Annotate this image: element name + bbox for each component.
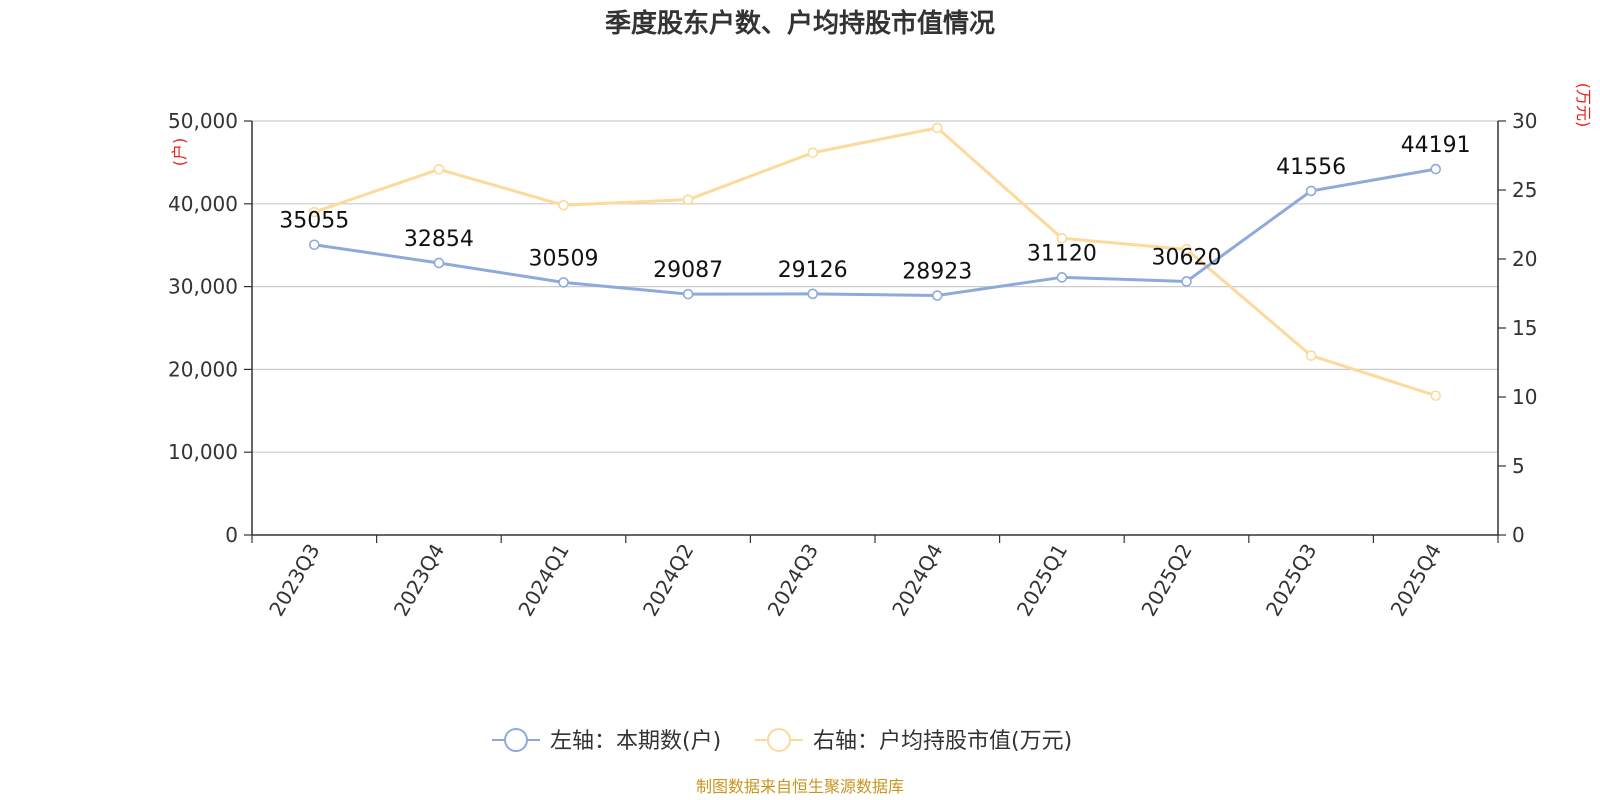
left-tick-label: 20,000 <box>168 357 238 381</box>
right-series-point <box>1430 390 1441 401</box>
right-series-point <box>1056 233 1068 244</box>
right-tick-label: 30 <box>1512 109 1537 133</box>
left-series-point <box>1056 272 1068 283</box>
data-label: 41556 <box>1276 155 1346 180</box>
left-series-point <box>1305 185 1317 197</box>
data-label: 31120 <box>1027 241 1097 266</box>
right-series-point <box>682 194 694 205</box>
data-label: 32854 <box>404 227 474 252</box>
right-tick-label: 10 <box>1512 385 1537 409</box>
legend-item-left[interactable]: 左轴：本期数(户) <box>492 728 721 754</box>
left-axis-unit: (户) <box>170 138 189 167</box>
left-tick-label: 30,000 <box>168 275 238 299</box>
legend-right-marker <box>767 728 791 752</box>
data-labels: 35055 32854 30509 29087 29126 28923 31120 30620… <box>279 133 1470 284</box>
x-axis-ticks: 2023Q3 2023Q4 2024Q1 2024Q2 2024Q3 2024Q4 2025… <box>264 540 1446 621</box>
right-series-point <box>1305 350 1317 361</box>
legend: 左轴：本期数(户) 右轴：户均持股市值(万元) <box>492 728 1072 754</box>
x-tick-label: 2025Q2 <box>1136 540 1196 621</box>
left-tick-label: 40,000 <box>168 192 238 216</box>
legend-item-right[interactable]: 右轴：户均持股市值(万元) <box>755 728 1072 754</box>
chart-title: 季度股东户数、户均持股市值情况 <box>605 8 995 39</box>
data-label: 29087 <box>653 258 723 283</box>
x-tick-label: 2024Q3 <box>763 540 823 621</box>
axes <box>244 120 1506 543</box>
source-note: 制图数据来自恒生聚源数据库 <box>696 777 904 796</box>
right-series-point <box>1181 244 1192 255</box>
left-series-point <box>931 290 943 301</box>
left-series-point <box>433 257 445 269</box>
data-label: 35055 <box>279 209 349 234</box>
right-tick-label: 15 <box>1512 316 1537 340</box>
right-tick-label: 20 <box>1512 247 1537 271</box>
left-series-line <box>314 167 1436 298</box>
left-axis-ticks: 0 10,000 20,000 30,000 40,000 50,000 <box>168 109 238 547</box>
series-left <box>308 163 1441 301</box>
right-series-point <box>433 164 445 175</box>
grid-lines <box>252 120 1498 453</box>
right-tick-label: 25 <box>1512 178 1537 202</box>
right-series-point <box>558 199 569 211</box>
left-series-point <box>807 288 819 300</box>
left-tick-label: 0 <box>225 523 238 547</box>
x-tick-label: 2024Q1 <box>513 540 573 621</box>
right-series-point <box>807 147 819 159</box>
left-series-point <box>308 239 320 251</box>
legend-right-label: 右轴：户均持股市值(万元) <box>813 729 1072 754</box>
x-tick-label: 2024Q2 <box>638 540 698 621</box>
right-tick-label: 5 <box>1512 454 1525 478</box>
left-series-point <box>1430 163 1441 175</box>
legend-left-label: 左轴：本期数(户) <box>550 729 721 754</box>
x-tick-label: 2024Q4 <box>887 540 947 621</box>
right-series-line <box>313 126 1437 398</box>
right-tick-label: 0 <box>1512 523 1525 547</box>
data-label: 30620 <box>1152 245 1222 270</box>
left-series-point <box>682 288 694 300</box>
x-tick-label: 2023Q4 <box>389 540 449 621</box>
left-tick-label: 50,000 <box>168 109 238 133</box>
data-label: 28923 <box>902 260 972 285</box>
x-tick-label: 2025Q3 <box>1261 540 1321 621</box>
right-axis-unit: (万元) <box>1574 83 1593 128</box>
data-label: 30509 <box>529 246 599 271</box>
series-right <box>308 122 1441 401</box>
x-tick-label: 2025Q1 <box>1012 540 1072 621</box>
left-series-point <box>1181 276 1192 287</box>
legend-left-marker <box>504 728 528 752</box>
right-series-point <box>308 206 320 218</box>
left-series-point <box>558 277 569 288</box>
left-tick-label: 10,000 <box>168 440 238 464</box>
data-label: 29126 <box>778 258 848 283</box>
x-tick-label: 2023Q3 <box>264 540 324 621</box>
data-label: 44191 <box>1401 133 1471 158</box>
right-axis-ticks: 0 5 10 15 20 25 30 <box>1512 109 1537 547</box>
x-tick-label: 2025Q4 <box>1386 540 1446 621</box>
right-series-point <box>931 122 943 134</box>
